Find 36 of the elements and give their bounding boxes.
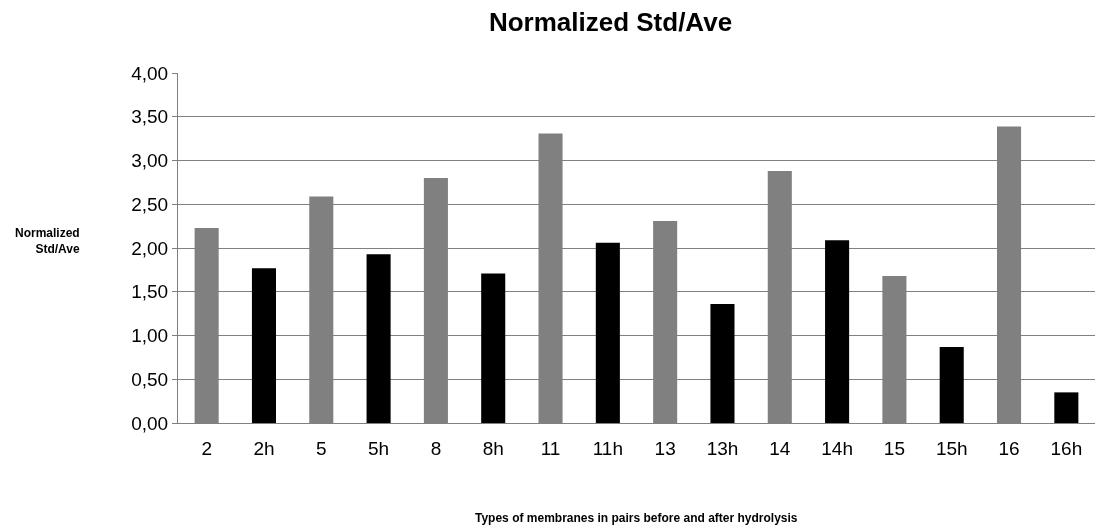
y-tick-label: 2,00 xyxy=(131,237,169,259)
x-tick-label: 14h xyxy=(821,437,853,459)
x-axis-title: Types of membranes in pairs before and after hydrolysis xyxy=(475,511,798,525)
x-tick-label: 5 xyxy=(315,437,327,459)
x-tick-label: 13h xyxy=(706,437,739,459)
x-tick-label: 15h xyxy=(935,437,968,459)
x-tick-label: 2 xyxy=(201,437,212,459)
y-tick-label: 0,50 xyxy=(131,368,169,390)
bar xyxy=(939,346,964,423)
x-tick-label: 16 xyxy=(998,437,1020,459)
x-tick-label: 16h xyxy=(1050,437,1083,459)
y-tick-label: 3,00 xyxy=(131,150,169,172)
x-tick-label: 5h xyxy=(368,437,390,459)
x-tick-label: 11h xyxy=(592,437,623,459)
y-tick-label: 3,50 xyxy=(131,106,169,128)
x-tick-label: 8 xyxy=(430,437,442,459)
bar xyxy=(366,254,391,423)
x-tick-label: 15 xyxy=(883,437,905,459)
y-axis-title: Normalized Std/Ave xyxy=(15,226,81,256)
y-tick-label: 1,50 xyxy=(131,281,169,303)
x-tick-label: 8h xyxy=(482,437,504,459)
x-tick-label: 14 xyxy=(769,437,791,459)
bar xyxy=(825,240,850,423)
x-tick-label: 13 xyxy=(654,437,676,459)
x-tick-label: 2h xyxy=(253,437,275,459)
y-tick-label: 0,00 xyxy=(131,412,169,434)
y-tick-label: 2,50 xyxy=(131,193,169,215)
bar xyxy=(251,268,276,423)
chart-title: Normalized Std/Ave xyxy=(488,7,733,38)
bar xyxy=(710,304,735,423)
y-tick-label: 4,00 xyxy=(131,62,169,84)
bar xyxy=(481,273,506,423)
bar xyxy=(595,242,620,423)
x-tick-label: 11 xyxy=(540,437,561,459)
bar xyxy=(1054,392,1079,423)
y-tick-label: 1,00 xyxy=(131,325,169,347)
